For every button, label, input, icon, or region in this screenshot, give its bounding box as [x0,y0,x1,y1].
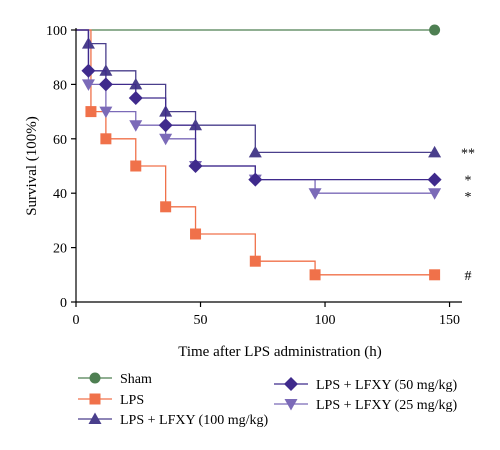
legend: Sham LPS LPS + LFXY (100 mg/kg) LPS + LFXY … [78,372,458,428]
legend-label: LPS + LFXY (100 mg/kg) [120,413,269,428]
series-0 [76,24,441,36]
legend-item: LPS + LFXY (50 mg/kg) [274,377,458,393]
data-point [428,145,442,158]
series-3 [76,29,442,187]
x-tick-label: 100 [315,313,336,328]
data-point [159,133,173,146]
legend-marker [89,393,101,405]
data-point [129,77,143,90]
data-point [190,228,202,240]
data-point [100,133,112,145]
data-point [429,269,441,281]
y-tick-label: 20 [53,242,67,257]
legend-item: LPS [78,393,144,408]
data-point [428,188,442,200]
y-tick-label: 80 [53,78,67,93]
y-tick-label: 60 [53,133,67,148]
axes: 0 20 40 60 80 100 0 50 100 150 [46,24,462,328]
legend-item: LPS + LFXY (25 mg/kg) [274,398,458,413]
data-point [160,201,172,213]
series-2 [76,29,442,158]
y-tick-label: 40 [53,187,67,202]
data-point [189,118,203,131]
significance-label: * [465,174,472,189]
x-tick-label: 150 [439,313,460,328]
significance-label: * [465,190,472,205]
series-1 [76,29,441,281]
data-point [158,118,173,133]
data-point [81,63,96,78]
legend-item: Sham [78,372,152,387]
y-tick-label: 0 [60,296,67,311]
legend-marker [89,372,101,384]
legend-label: LPS + LFXY (50 mg/kg) [316,378,458,393]
legend-item: LPS + LFXY (100 mg/kg) [78,412,269,428]
data-point [98,77,113,92]
data-point [81,79,95,91]
data-point [99,106,113,119]
significance-label: ** [461,146,475,161]
x-axis-title: Time after LPS administration (h) [178,344,382,360]
legend-marker [284,399,298,411]
data-point [130,160,142,172]
legend-label: Sham [120,372,152,387]
data-point [129,120,143,132]
legend-label: LPS [120,393,144,408]
data-point [85,106,97,118]
y-tick-label: 100 [46,24,67,39]
data-point [248,145,262,158]
data-point [248,172,263,187]
significance-label: # [465,269,472,284]
data-point [99,64,113,76]
data-point [429,24,441,36]
legend-marker [284,377,298,391]
data-point [249,255,261,267]
series-line [76,29,435,276]
data-point [427,172,442,187]
series-4 [76,29,442,200]
data-point [188,159,203,173]
x-tick-label: 50 [194,313,208,328]
legend-marker [88,412,102,424]
data-point [309,269,321,281]
legend-label: LPS + LFXY (25 mg/kg) [316,398,458,413]
plot-area: ****# [76,24,475,284]
series-line [76,29,435,154]
data-point [308,188,322,200]
data-point [128,91,143,105]
x-tick-label: 0 [73,313,80,328]
y-axis-title: Survival (100%) [24,116,40,216]
